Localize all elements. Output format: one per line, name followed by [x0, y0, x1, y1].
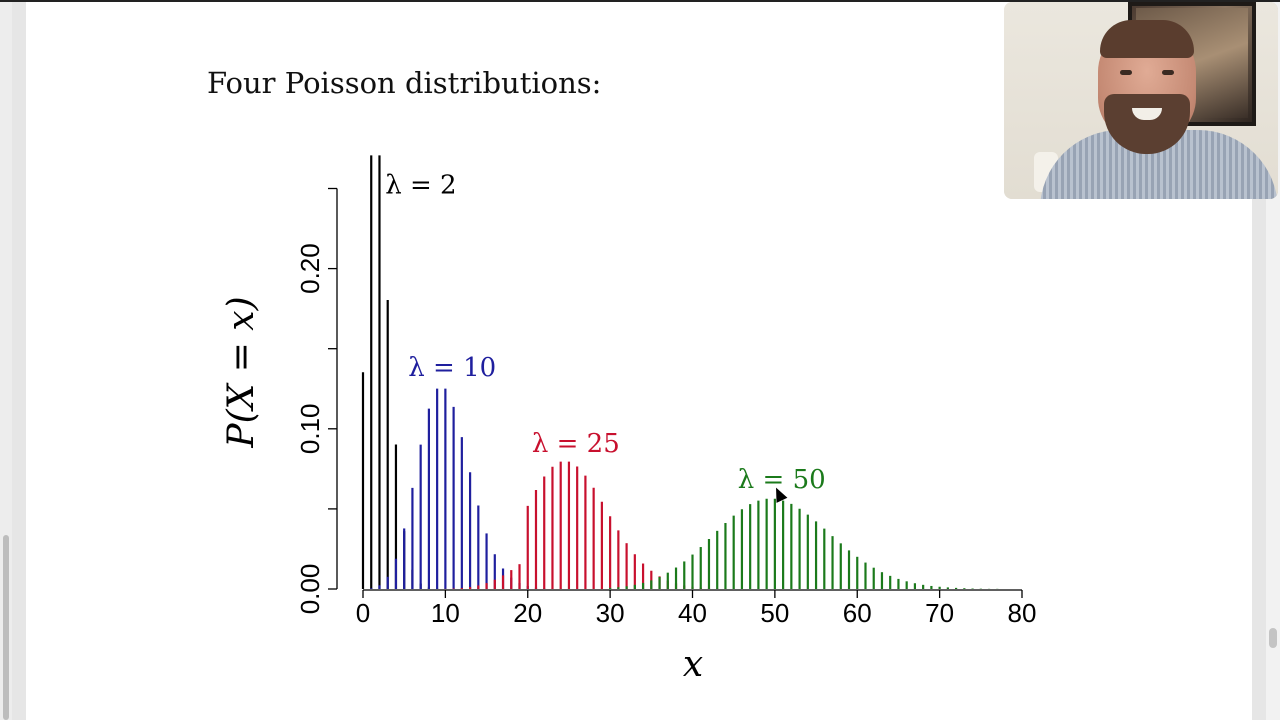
- presenter-smile: [1132, 108, 1162, 120]
- left-scrollbar[interactable]: [0, 0, 12, 720]
- top-border: [0, 0, 1280, 2]
- y-tick-label: 0.20: [295, 243, 325, 294]
- presenter-eye-left: [1120, 70, 1132, 75]
- x-axis: 0 10 20 30 40 50 60 70 80: [356, 589, 1037, 628]
- y-tick-label: 0.10: [295, 403, 325, 454]
- y-axis: 0.00 0.10 0.20: [295, 187, 338, 615]
- x-tick-label: 60: [843, 598, 872, 628]
- x-tick-label: 30: [596, 598, 625, 628]
- series-10: [370, 388, 562, 589]
- series-25: [444, 461, 735, 589]
- x-tick-label: 50: [760, 598, 789, 628]
- x-tick-label: 10: [431, 598, 460, 628]
- series-label: λ = 25: [532, 429, 620, 459]
- series-50: [609, 498, 999, 589]
- x-tick-label: 80: [1008, 598, 1037, 628]
- series-label: λ = 50: [738, 465, 826, 495]
- presenter-hair: [1100, 20, 1194, 58]
- x-tick-label: 40: [678, 598, 707, 628]
- left-scrollbar-thumb[interactable]: [3, 535, 9, 720]
- series-label: λ = 10: [408, 353, 496, 383]
- bars-layer: [361, 155, 999, 589]
- x-tick-label: 0: [356, 598, 370, 628]
- x-axis-title: x: [683, 644, 703, 685]
- x-tick-label: 70: [925, 598, 954, 628]
- presenter-webcam: [1004, 2, 1278, 199]
- slide-title: Four Poisson distributions:: [207, 66, 602, 100]
- right-scrollbar-thumb[interactable]: [1269, 628, 1277, 648]
- x-tick-label: 20: [513, 598, 542, 628]
- series-label: λ = 2: [385, 170, 456, 200]
- series-labels-layer: λ = 2 λ = 10 λ = 25 λ = 50: [385, 170, 825, 495]
- y-axis-title: P(X = x): [221, 296, 262, 448]
- y-tick-label: 0.00: [295, 564, 325, 615]
- presenter-eye-right: [1162, 70, 1174, 75]
